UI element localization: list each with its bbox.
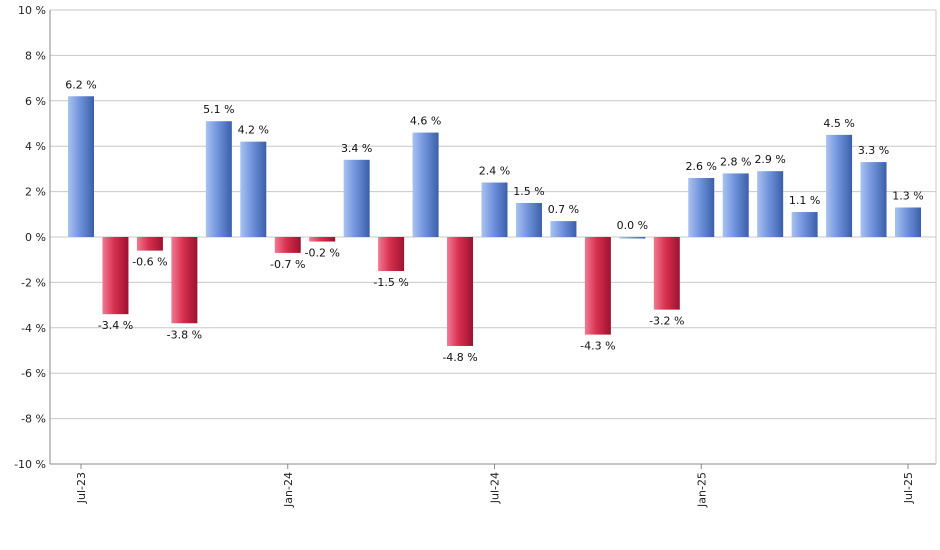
bar bbox=[274, 237, 301, 253]
bar bbox=[481, 182, 508, 237]
bar bbox=[412, 132, 439, 237]
data-label: 0.7 % bbox=[548, 203, 579, 216]
data-label: 4.5 % bbox=[823, 117, 854, 130]
bar bbox=[619, 237, 646, 239]
data-label: 5.1 % bbox=[203, 103, 234, 116]
data-label: 1.3 % bbox=[892, 189, 923, 202]
data-label: 6.2 % bbox=[65, 78, 96, 91]
axes bbox=[49, 10, 937, 465]
data-label: -3.8 % bbox=[167, 328, 202, 341]
bar bbox=[860, 162, 887, 237]
x-tick-label: Jul-25 bbox=[902, 472, 915, 504]
bars bbox=[68, 96, 921, 346]
bar bbox=[757, 171, 784, 237]
data-label: -0.7 % bbox=[270, 258, 305, 271]
data-label: -0.2 % bbox=[304, 247, 339, 260]
bar bbox=[447, 237, 474, 346]
bar bbox=[826, 134, 853, 237]
y-tick-label: -8 % bbox=[21, 413, 46, 426]
bar bbox=[584, 237, 611, 335]
bar bbox=[309, 237, 336, 242]
y-tick-label: 4 % bbox=[25, 140, 46, 153]
y-tick-label: -2 % bbox=[21, 276, 46, 289]
bar bbox=[550, 221, 577, 237]
data-label: 2.9 % bbox=[754, 153, 785, 166]
data-label: 4.6 % bbox=[410, 115, 441, 128]
data-label: 2.6 % bbox=[686, 160, 717, 173]
data-label: -3.4 % bbox=[98, 319, 133, 332]
data-label: 4.2 % bbox=[238, 124, 269, 137]
data-label: 2.8 % bbox=[720, 155, 751, 168]
y-tick-label: 6 % bbox=[25, 95, 46, 108]
bar bbox=[653, 237, 680, 310]
data-label: -3.2 % bbox=[649, 315, 684, 328]
bar bbox=[688, 177, 715, 237]
x-tick-label: Jan-25 bbox=[695, 472, 708, 508]
data-label: 3.3 % bbox=[858, 144, 889, 157]
data-label: -1.5 % bbox=[373, 276, 408, 289]
data-label: -0.6 % bbox=[132, 256, 167, 269]
data-label: 1.1 % bbox=[789, 194, 820, 207]
y-tick-label: -10 % bbox=[14, 458, 46, 471]
x-tick-label: Jul-24 bbox=[489, 472, 502, 504]
data-label: 0.0 % bbox=[617, 219, 648, 232]
y-tick-label: -6 % bbox=[21, 367, 46, 380]
bar bbox=[102, 237, 129, 315]
bar bbox=[895, 207, 921, 237]
data-label: -4.8 % bbox=[442, 351, 477, 364]
bar bbox=[68, 96, 94, 237]
y-tick-label: 2 % bbox=[25, 186, 46, 199]
y-tick-label: 0 % bbox=[25, 231, 46, 244]
bar bbox=[171, 237, 198, 324]
bar bbox=[722, 173, 749, 237]
data-label: 2.4 % bbox=[479, 165, 510, 178]
data-label: -4.3 % bbox=[580, 340, 615, 353]
y-axis-tick-labels: 10 % 8 % 6 % 4 % 2 % 0 % -2 % -4 % -6 % -8 % -10 % bbox=[14, 4, 46, 471]
x-tick-label: Jul-23 bbox=[75, 472, 88, 504]
bar bbox=[791, 212, 818, 237]
data-label: 1.5 % bbox=[513, 185, 544, 198]
y-tick-label: 10 % bbox=[18, 4, 46, 17]
bar bbox=[378, 237, 405, 272]
y-tick-label: 8 % bbox=[25, 49, 46, 62]
x-tick-label: Jan-24 bbox=[282, 472, 295, 508]
x-axis-tick-labels: Jul-23 Jan-24 Jul-24 Jan-25 Jul-25 bbox=[75, 464, 915, 508]
bar bbox=[205, 121, 232, 237]
bar bbox=[343, 159, 370, 237]
bar bbox=[240, 141, 267, 237]
data-label: 3.4 % bbox=[341, 142, 372, 155]
data-labels: 6.2 %-3.4 %-0.6 %-3.8 %5.1 %4.2 %-0.7 %-… bbox=[65, 78, 923, 364]
bar bbox=[136, 237, 163, 251]
bar bbox=[515, 202, 542, 237]
y-tick-label: -4 % bbox=[21, 322, 46, 335]
